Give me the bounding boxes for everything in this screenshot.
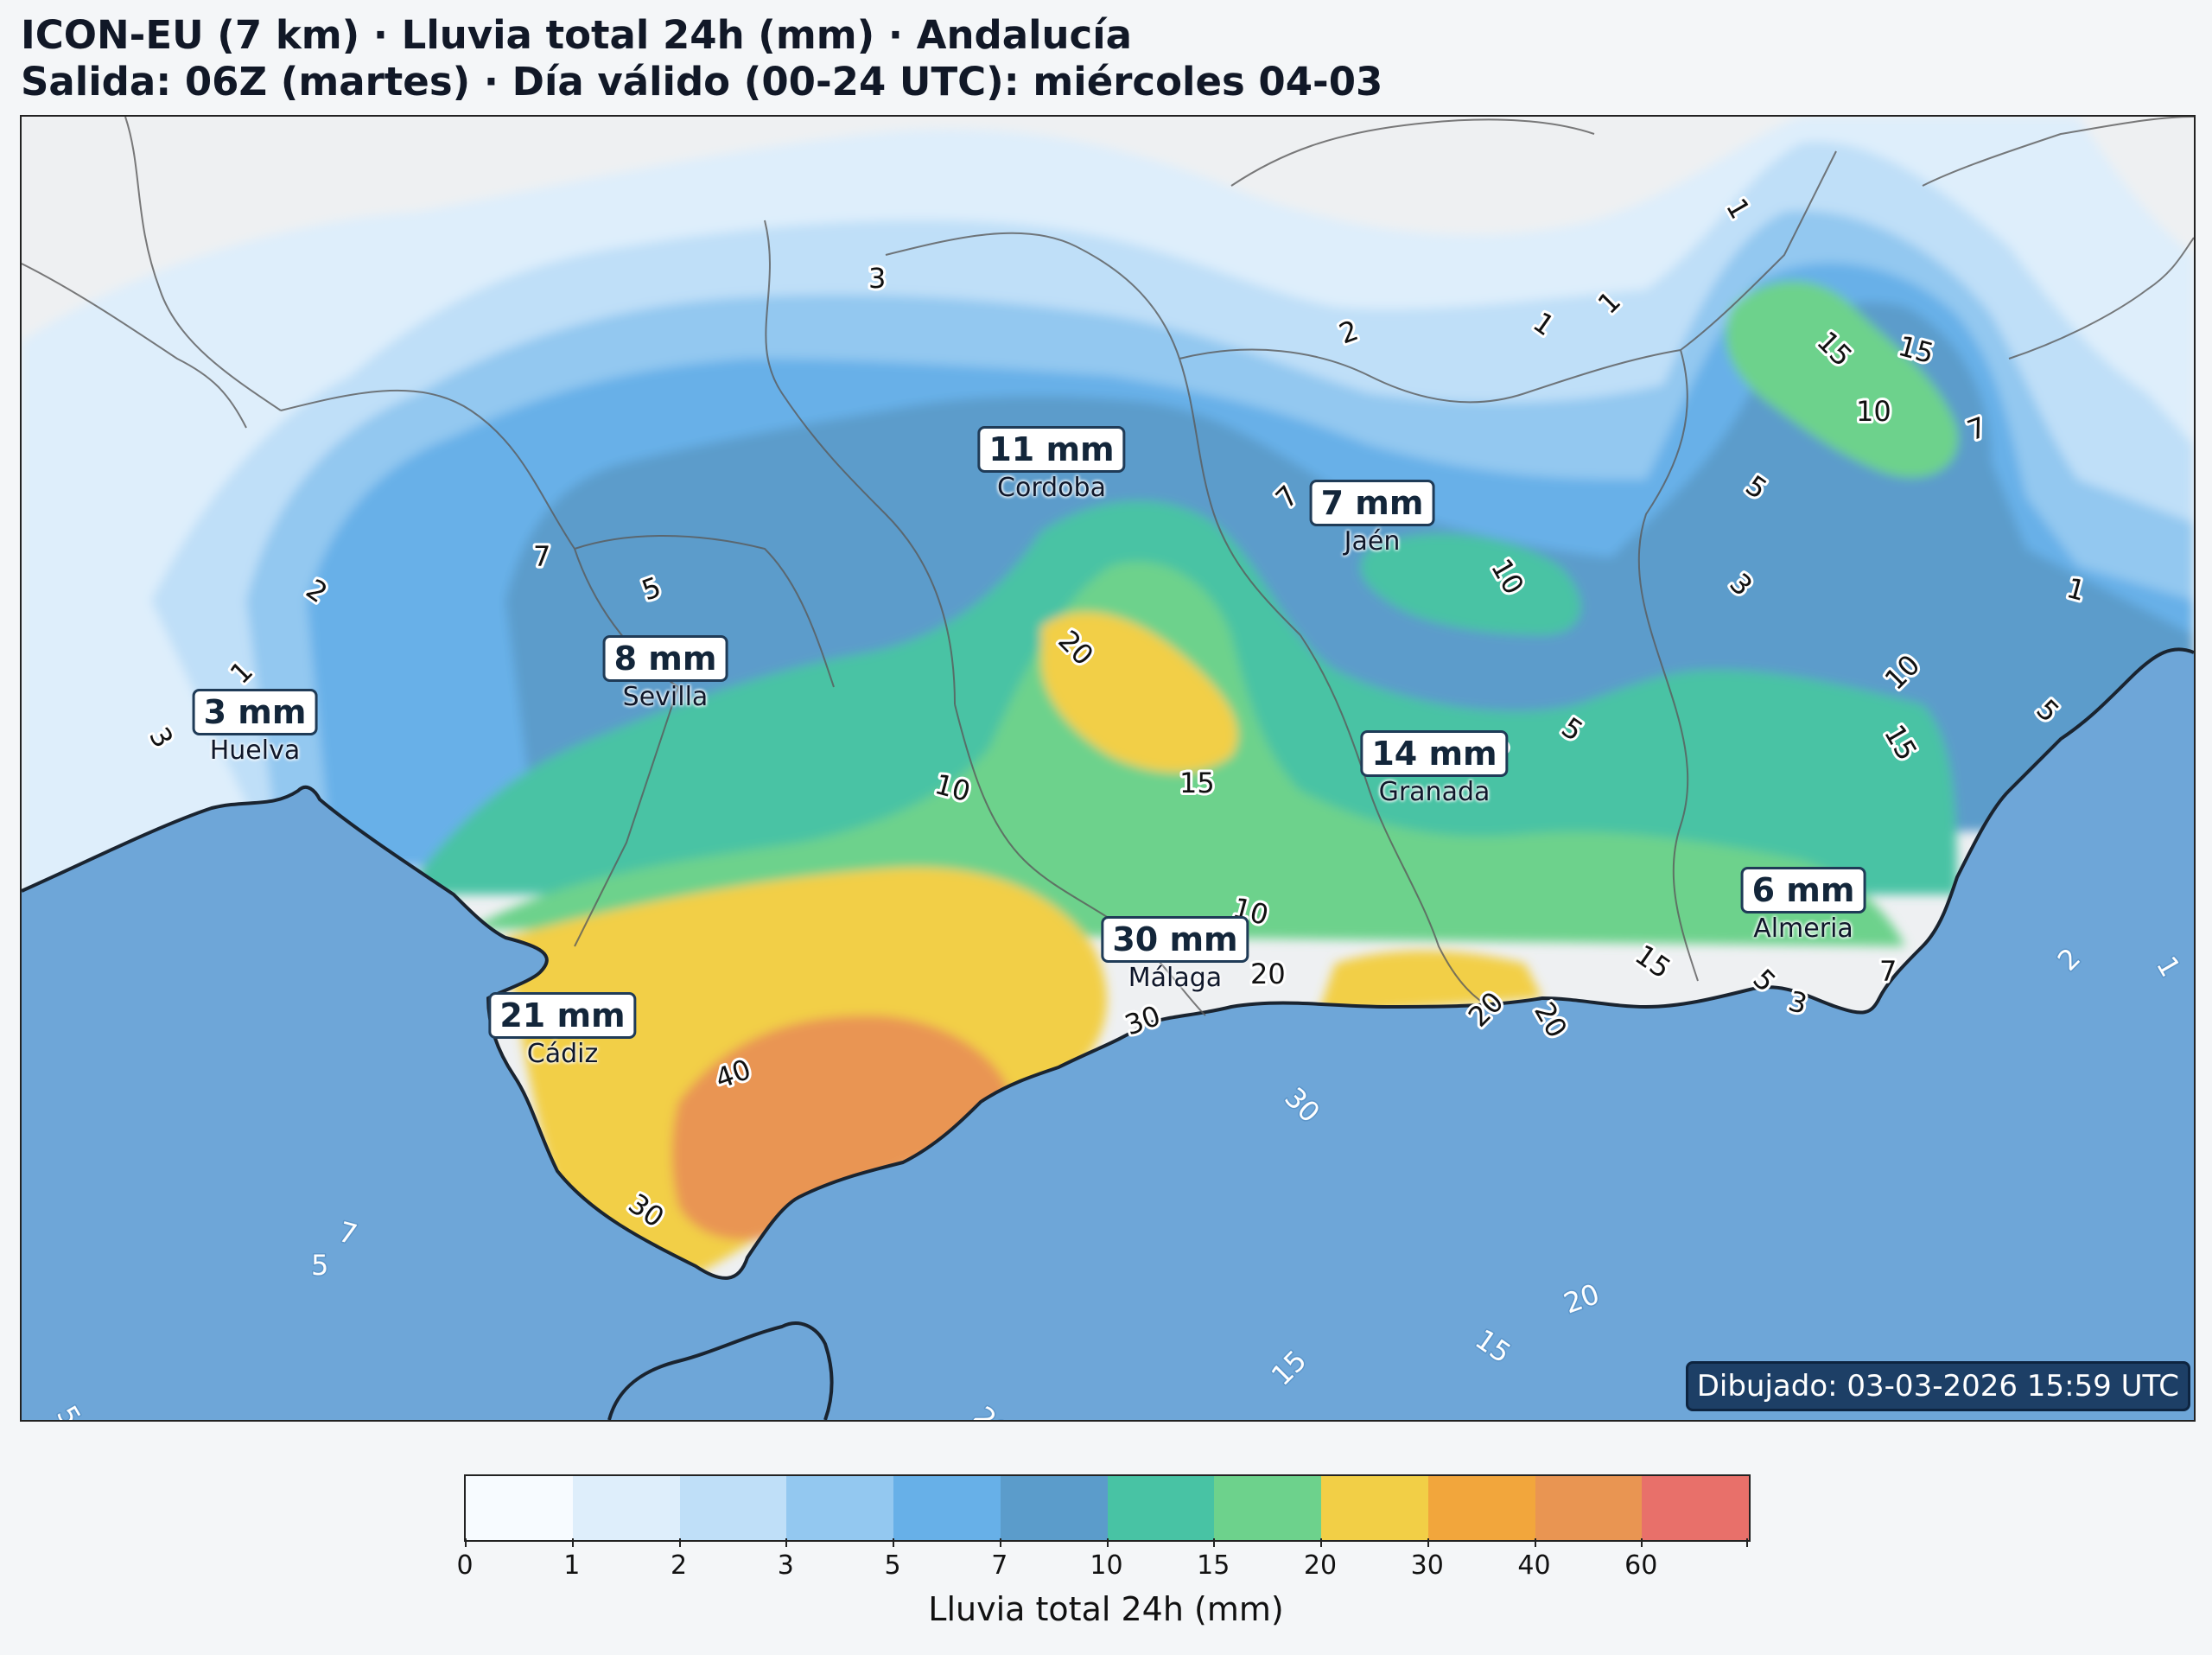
contour-label: 20	[1250, 958, 1286, 990]
city-label-sevilla: 8 mm Sevilla	[602, 635, 728, 712]
city-name: Jaén	[1344, 526, 1401, 557]
colorbar-segment	[572, 1476, 680, 1540]
colorbar-tick-label: 30	[1410, 1550, 1444, 1581]
colorbar-tick	[1746, 1538, 1748, 1547]
coastline	[22, 647, 2194, 1280]
colorbar-tick	[999, 1538, 1001, 1547]
colorbar-tick	[678, 1538, 681, 1547]
colorbar-tick-label: 20	[1303, 1550, 1338, 1581]
precip-10mm-jaen	[1360, 533, 1581, 635]
colorbar-label: Lluvia total 24h (mm)	[928, 1590, 1284, 1628]
colorbar-tick	[893, 1538, 894, 1547]
colorbar-tick-label: 3	[777, 1550, 794, 1581]
colorbar-tick-label: 0	[456, 1550, 474, 1581]
contour-label: 7	[1879, 955, 1897, 988]
drawn-timestamp-badge: Dibujado: 03-03-2026 15:59 UTC	[1685, 1361, 2190, 1411]
contour-label: 5	[311, 1249, 328, 1282]
sea	[22, 649, 2194, 1420]
city-name: Cordoba	[997, 473, 1106, 503]
colorbar-segment	[1535, 1476, 1643, 1540]
colorbar-tick-label: 40	[1517, 1550, 1551, 1581]
city-value: 21 mm	[488, 992, 637, 1039]
colorbar-tick-label: 1	[563, 1550, 581, 1581]
colorbar-tick-label: 15	[1197, 1550, 1230, 1581]
contour-label: 3	[868, 262, 886, 295]
colorbar-segment	[1107, 1476, 1215, 1540]
precip-20mm-cordoba	[1041, 612, 1238, 773]
colorbar-tick	[1320, 1538, 1322, 1547]
map-canvas: 3 2 1 1 1 15 15 10 7 5 7 10 3 1 7 5 2 1 …	[22, 117, 2194, 1420]
colorbar-tick-label: 10	[1090, 1550, 1123, 1581]
city-value: 11 mm	[977, 426, 1126, 473]
city-name: Málaga	[1128, 963, 1223, 993]
colorbar-tick	[1427, 1538, 1429, 1547]
colorbar	[464, 1474, 1751, 1542]
colorbar-segment	[893, 1476, 1001, 1540]
colorbar-tick-label: 2	[670, 1550, 688, 1581]
colorbar-segment	[466, 1476, 573, 1540]
city-value: 7 mm	[1309, 480, 1435, 526]
colorbar-segment	[1427, 1476, 1535, 1540]
colorbar-tick-label: 5	[884, 1550, 901, 1581]
contour-label: 7	[533, 540, 550, 573]
map-title: ICON-EU (7 km) · Lluvia total 24h (mm) ·…	[21, 12, 1133, 58]
colorbar-segment	[786, 1476, 893, 1540]
city-label-jaen: 7 mm Jaén	[1309, 480, 1435, 557]
city-label-granada: 14 mm Granada	[1360, 730, 1509, 807]
city-label-cadiz: 21 mm Cádiz	[488, 992, 637, 1069]
city-name: Cádiz	[526, 1039, 599, 1069]
province-borders	[22, 117, 2194, 1016]
city-name: Granada	[1378, 777, 1491, 807]
map-subtitle: Salida: 06Z (martes) · Día válido (00-24…	[21, 59, 1383, 105]
city-value: 30 mm	[1101, 916, 1249, 963]
colorbar-tick	[571, 1538, 574, 1547]
colorbar-tick	[1106, 1538, 1109, 1547]
colorbar-segment	[1214, 1476, 1321, 1540]
colorbar-ticks: 0 1 2 3 5 7 10 15 20 30 40 60	[456, 1538, 1748, 1581]
colorbar-tick-label: 60	[1624, 1550, 1658, 1581]
city-value: 6 mm	[1740, 867, 1866, 913]
colorbar-tick	[1213, 1538, 1216, 1547]
colorbar-tick	[1534, 1538, 1536, 1547]
city-name: Huelva	[209, 735, 301, 766]
contour-label: 15	[1179, 767, 1215, 799]
africa-coast	[607, 1321, 834, 1420]
precip-20mm-coast	[1318, 951, 1542, 1015]
colorbar-segment	[1642, 1476, 1749, 1540]
colorbar-tick	[785, 1538, 788, 1547]
city-label-cordoba: 11 mm Cordoba	[977, 426, 1126, 503]
city-name: Almeria	[1753, 913, 1853, 944]
city-label-almeria: 6 mm Almeria	[1740, 867, 1866, 944]
colorbar-tick-label: 7	[991, 1550, 1008, 1581]
precip-30mm	[671, 1015, 1010, 1240]
city-label-malaga: 30 mm Málaga	[1101, 916, 1249, 993]
city-value: 14 mm	[1360, 730, 1509, 777]
colorbar-segment	[1000, 1476, 1108, 1540]
contour-label: 10	[1856, 395, 1891, 428]
precipitation-map: 3 2 1 1 1 15 15 10 7 5 7 10 3 1 7 5 2 1 …	[20, 115, 2196, 1422]
city-name: Sevilla	[622, 682, 709, 712]
colorbar-segment	[679, 1476, 787, 1540]
colorbar-tick	[1641, 1538, 1643, 1547]
colorbar-tick	[465, 1538, 467, 1547]
city-label-huelva: 3 mm Huelva	[192, 689, 318, 766]
city-value: 8 mm	[602, 635, 728, 682]
city-value: 3 mm	[192, 689, 318, 735]
precip-15mm-ne	[1726, 281, 1959, 478]
colorbar-segment	[1321, 1476, 1428, 1540]
